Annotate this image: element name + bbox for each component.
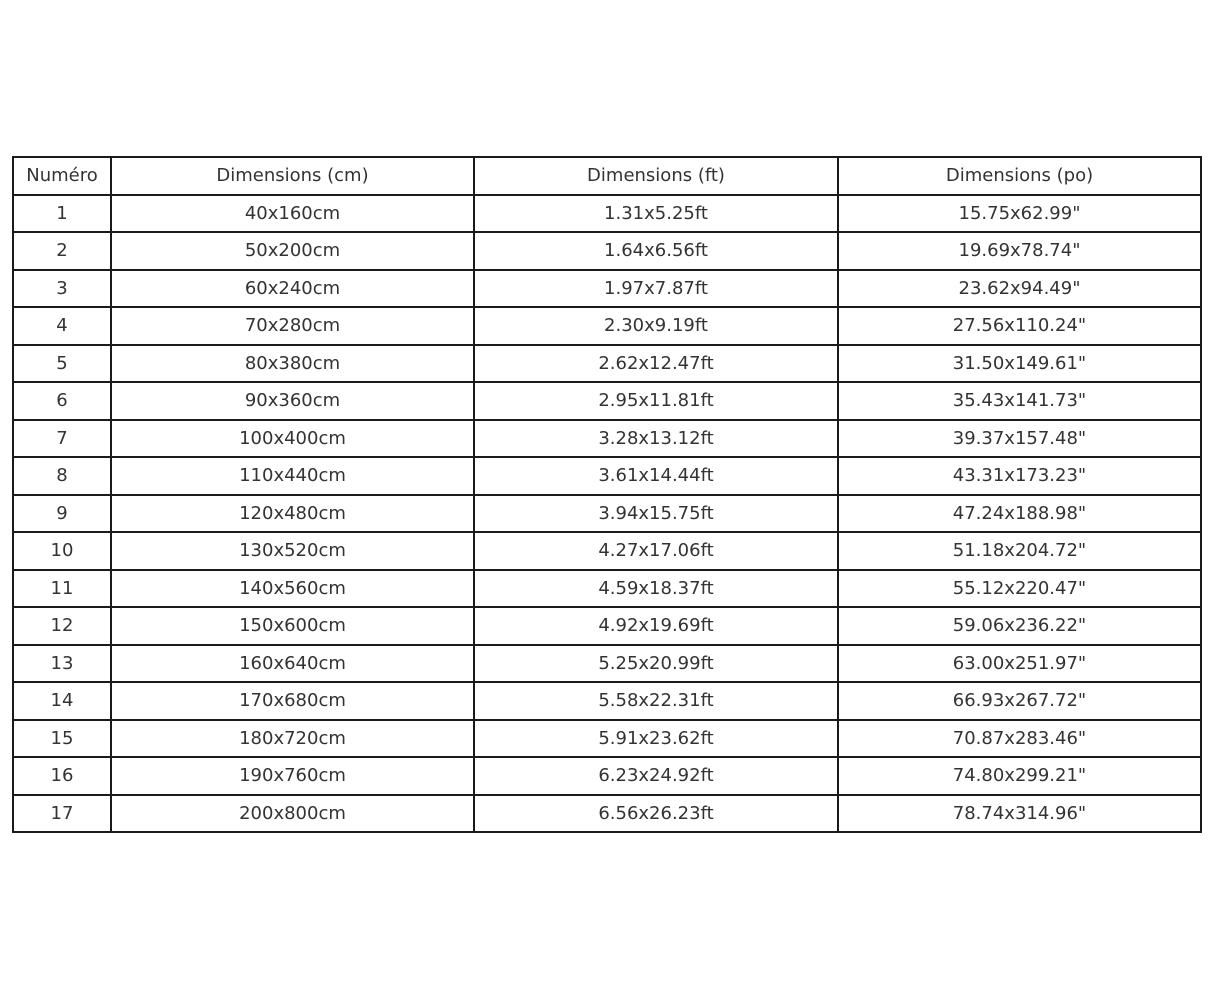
dimensions-cm-cell: 120x480cm — [110, 493, 475, 533]
table-row: 16 190x760cm 6.23x24.92ft 74.80x299.21" — [12, 756, 1202, 796]
dimensions-ft-cell: 4.92x19.69ft — [473, 606, 839, 646]
row-number-cell: 7 — [12, 418, 112, 458]
dimensions-po-cell: 55.12x220.47" — [837, 568, 1202, 608]
dimensions-cm-cell: 90x360cm — [110, 381, 475, 421]
dimensions-ft-cell: 1.64x6.56ft — [473, 231, 839, 271]
dimensions-po-cell: 78.74x314.96" — [837, 793, 1202, 833]
row-number-cell: 14 — [12, 681, 112, 721]
column-header-dimensions-cm: Dimensions (cm) — [110, 156, 475, 196]
row-number-cell: 2 — [12, 231, 112, 271]
row-number-cell: 4 — [12, 306, 112, 346]
row-number-cell: 3 — [12, 268, 112, 308]
dimensions-cm-cell: 140x560cm — [110, 568, 475, 608]
table-row: 6 90x360cm 2.95x11.81ft 35.43x141.73" — [12, 381, 1202, 421]
dimensions-cm-cell: 40x160cm — [110, 193, 475, 233]
row-number-cell: 1 — [12, 193, 112, 233]
dimensions-po-cell: 47.24x188.98" — [837, 493, 1202, 533]
dimensions-ft-cell: 3.61x14.44ft — [473, 456, 839, 496]
row-number-cell: 6 — [12, 381, 112, 421]
dimensions-ft-cell: 3.94x15.75ft — [473, 493, 839, 533]
dimensions-cm-cell: 80x380cm — [110, 343, 475, 383]
table-header-row: Numéro Dimensions (cm) Dimensions (ft) D… — [12, 156, 1202, 196]
table-row: 2 50x200cm 1.64x6.56ft 19.69x78.74" — [12, 231, 1202, 271]
row-number-cell: 15 — [12, 718, 112, 758]
row-number-cell: 16 — [12, 756, 112, 796]
dimensions-cm-cell: 70x280cm — [110, 306, 475, 346]
dimensions-cm-cell: 150x600cm — [110, 606, 475, 646]
row-number-cell: 9 — [12, 493, 112, 533]
dimensions-cm-cell: 100x400cm — [110, 418, 475, 458]
dimensions-cm-cell: 110x440cm — [110, 456, 475, 496]
dimensions-po-cell: 74.80x299.21" — [837, 756, 1202, 796]
dimensions-ft-cell: 2.30x9.19ft — [473, 306, 839, 346]
column-header-numero: Numéro — [12, 156, 112, 196]
dimensions-cm-cell: 160x640cm — [110, 643, 475, 683]
row-number-cell: 10 — [12, 531, 112, 571]
dimensions-po-cell: 43.31x173.23" — [837, 456, 1202, 496]
dimensions-po-cell: 63.00x251.97" — [837, 643, 1202, 683]
row-number-cell: 8 — [12, 456, 112, 496]
row-number-cell: 12 — [12, 606, 112, 646]
row-number-cell: 11 — [12, 568, 112, 608]
dimensions-po-cell: 23.62x94.49" — [837, 268, 1202, 308]
dimensions-cm-cell: 180x720cm — [110, 718, 475, 758]
dimensions-ft-cell: 2.62x12.47ft — [473, 343, 839, 383]
dimensions-cm-cell: 130x520cm — [110, 531, 475, 571]
table-row: 11 140x560cm 4.59x18.37ft 55.12x220.47" — [12, 568, 1202, 608]
dimensions-cm-cell: 200x800cm — [110, 793, 475, 833]
dimensions-po-cell: 35.43x141.73" — [837, 381, 1202, 421]
table-row: 17 200x800cm 6.56x26.23ft 78.74x314.96" — [12, 793, 1202, 833]
table-row: 5 80x380cm 2.62x12.47ft 31.50x149.61" — [12, 343, 1202, 383]
dimensions-ft-cell: 5.58x22.31ft — [473, 681, 839, 721]
table-row: 15 180x720cm 5.91x23.62ft 70.87x283.46" — [12, 718, 1202, 758]
dimensions-ft-cell: 6.23x24.92ft — [473, 756, 839, 796]
dimensions-po-cell: 31.50x149.61" — [837, 343, 1202, 383]
table-row: 7 100x400cm 3.28x13.12ft 39.37x157.48" — [12, 418, 1202, 458]
dimensions-ft-cell: 4.27x17.06ft — [473, 531, 839, 571]
dimensions-po-cell: 66.93x267.72" — [837, 681, 1202, 721]
table-row: 13 160x640cm 5.25x20.99ft 63.00x251.97" — [12, 643, 1202, 683]
dimensions-po-cell: 39.37x157.48" — [837, 418, 1202, 458]
table-row: 14 170x680cm 5.58x22.31ft 66.93x267.72" — [12, 681, 1202, 721]
table-row: 12 150x600cm 4.92x19.69ft 59.06x236.22" — [12, 606, 1202, 646]
size-conversion-table: Numéro Dimensions (cm) Dimensions (ft) D… — [12, 156, 1202, 833]
table-row: 3 60x240cm 1.97x7.87ft 23.62x94.49" — [12, 268, 1202, 308]
dimensions-cm-cell: 60x240cm — [110, 268, 475, 308]
table-row: 10 130x520cm 4.27x17.06ft 51.18x204.72" — [12, 531, 1202, 571]
table-row: 8 110x440cm 3.61x14.44ft 43.31x173.23" — [12, 456, 1202, 496]
dimensions-cm-cell: 190x760cm — [110, 756, 475, 796]
dimensions-ft-cell: 6.56x26.23ft — [473, 793, 839, 833]
dimensions-cm-cell: 170x680cm — [110, 681, 475, 721]
dimensions-ft-cell: 5.25x20.99ft — [473, 643, 839, 683]
dimensions-ft-cell: 2.95x11.81ft — [473, 381, 839, 421]
table-row: 4 70x280cm 2.30x9.19ft 27.56x110.24" — [12, 306, 1202, 346]
column-header-dimensions-ft: Dimensions (ft) — [473, 156, 839, 196]
column-header-dimensions-po: Dimensions (po) — [837, 156, 1202, 196]
dimensions-ft-cell: 4.59x18.37ft — [473, 568, 839, 608]
dimensions-po-cell: 70.87x283.46" — [837, 718, 1202, 758]
row-number-cell: 5 — [12, 343, 112, 383]
row-number-cell: 13 — [12, 643, 112, 683]
dimensions-po-cell: 51.18x204.72" — [837, 531, 1202, 571]
row-number-cell: 17 — [12, 793, 112, 833]
dimensions-ft-cell: 3.28x13.12ft — [473, 418, 839, 458]
dimensions-po-cell: 15.75x62.99" — [837, 193, 1202, 233]
dimensions-cm-cell: 50x200cm — [110, 231, 475, 271]
dimensions-po-cell: 19.69x78.74" — [837, 231, 1202, 271]
dimensions-ft-cell: 1.31x5.25ft — [473, 193, 839, 233]
dimensions-po-cell: 27.56x110.24" — [837, 306, 1202, 346]
table-row: 9 120x480cm 3.94x15.75ft 47.24x188.98" — [12, 493, 1202, 533]
dimensions-ft-cell: 5.91x23.62ft — [473, 718, 839, 758]
dimensions-po-cell: 59.06x236.22" — [837, 606, 1202, 646]
table-body: 1 40x160cm 1.31x5.25ft 15.75x62.99" 2 50x200c… — [12, 193, 1202, 833]
dimensions-ft-cell: 1.97x7.87ft — [473, 268, 839, 308]
table-row: 1 40x160cm 1.31x5.25ft 15.75x62.99" — [12, 193, 1202, 233]
